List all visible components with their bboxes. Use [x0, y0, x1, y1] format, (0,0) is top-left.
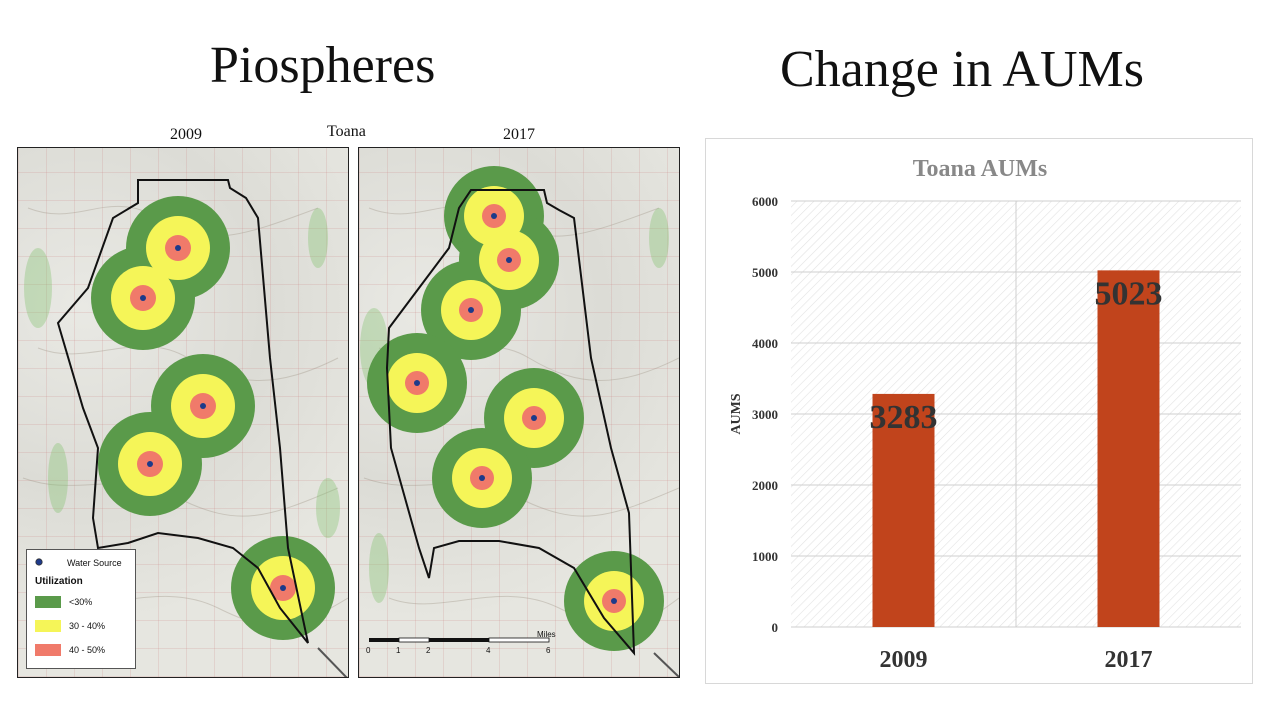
y-tick-label: 4000 [752, 336, 778, 351]
x-tick-label-2009: 2009 [880, 647, 928, 673]
scale-tick-1: 1 [396, 646, 401, 655]
right-title: Change in AUMs [780, 41, 1144, 98]
y-tick-label: 2000 [752, 478, 778, 493]
legend-swatch-low [35, 596, 61, 608]
map-2009: Water Source Utilization <30% 30 - 40% 4… [17, 147, 349, 678]
map-2009-label: 2009 [170, 126, 202, 143]
chart-title: Toana AUMs [913, 156, 1047, 182]
scale-tick-2: 2 [426, 646, 431, 655]
data-label-2009: 3283 [870, 399, 938, 436]
map-2017: 0 1 2 4 6 Miles [358, 147, 680, 678]
bar-2017 [1097, 270, 1160, 627]
aums-chart: Toana AUMs 0 1000 2000 3000 4000 5000 6000 328… [705, 138, 1253, 684]
scale-bar [369, 637, 550, 643]
legend-item-low: <30% [69, 597, 93, 607]
legend-swatch-mid [35, 620, 61, 632]
bar-2009 [872, 393, 935, 627]
legend-water-source: Water Source [67, 558, 122, 568]
scale-tick-6: 6 [546, 646, 551, 655]
x-tick-label-2017: 2017 [1105, 647, 1153, 673]
map-center-label: Toana [327, 123, 366, 140]
data-label-2017: 5023 [1095, 275, 1163, 312]
map-legend: Water Source Utilization <30% 30 - 40% 4… [26, 549, 136, 669]
aums-chart-svg: Toana AUMs 0 1000 2000 3000 4000 5000 6000 328… [729, 156, 1241, 673]
map-2017-label: 2017 [503, 126, 535, 143]
scale-tick-4: 4 [486, 646, 491, 655]
scale-unit: Miles [537, 630, 556, 639]
y-axis-label: AUMS [729, 393, 744, 434]
y-tick-label: 6000 [752, 194, 778, 209]
y-tick-label: 3000 [752, 407, 778, 422]
map-2017-graphic [360, 166, 679, 677]
left-title: Piospheres [210, 37, 436, 94]
map-2009-graphic [22, 179, 348, 677]
legend-heading: Utilization [35, 576, 83, 587]
y-tick-label: 0 [772, 620, 779, 635]
y-tick-label: 1000 [752, 549, 778, 564]
scale-tick-0: 0 [366, 646, 371, 655]
legend-item-high: 40 - 50% [69, 645, 106, 655]
legend-swatch-high [35, 644, 61, 656]
legend-item-mid: 30 - 40% [69, 621, 106, 631]
y-tick-label: 5000 [752, 265, 778, 280]
